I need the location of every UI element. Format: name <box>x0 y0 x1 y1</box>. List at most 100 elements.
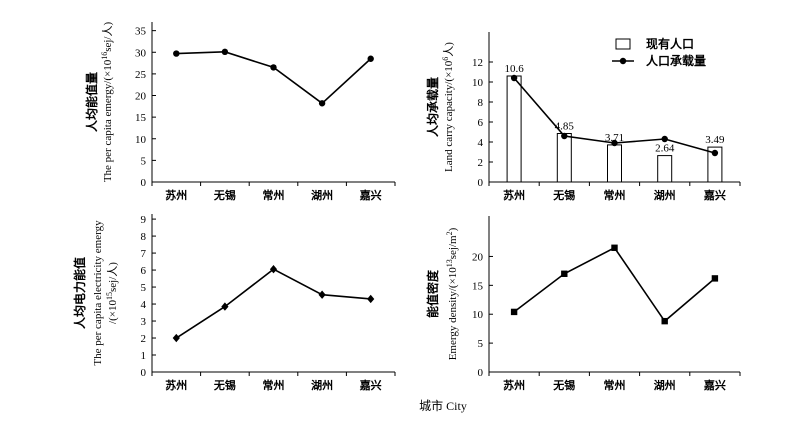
y-tick-label: 2 <box>141 333 147 345</box>
x-tick-label: 无锡 <box>552 188 575 202</box>
y-tick-label: 9 <box>141 214 147 226</box>
y-axis-label-cn: 能值密度 <box>425 269 440 318</box>
y-tick-label: 15 <box>472 280 484 292</box>
bar <box>556 133 572 183</box>
x-tick-label: 湖州 <box>311 378 333 392</box>
x-tick-label: 苏州 <box>503 378 525 392</box>
y-tick-label: 4 <box>478 137 484 149</box>
data-point <box>173 50 180 57</box>
legend-marker <box>619 57 627 65</box>
y-axis-label-en: Emergy density/(×1013sej/m2) <box>445 227 460 360</box>
x-tick-label: 苏州 <box>503 188 525 202</box>
x-axis-title: 城市 City <box>419 398 467 413</box>
data-point <box>269 265 278 274</box>
y-tick-label: 4 <box>141 299 147 311</box>
legend-swatch-bar <box>615 38 631 50</box>
y-axis-label-en-text: /(×1015sej/人) <box>105 262 120 324</box>
y-tick-label: 2 <box>478 157 484 169</box>
y-axis-label-cn: 人均能值量 <box>84 72 99 132</box>
y-axis-label: 人均能值量 <box>84 72 99 132</box>
data-point <box>661 317 668 325</box>
data-point <box>318 290 326 299</box>
data-point <box>367 55 374 62</box>
data-label: 3.71 <box>605 132 624 144</box>
y-tick-label: 20 <box>472 251 484 263</box>
x-tick-label: 嘉兴 <box>359 188 382 202</box>
x-tick-label: 无锡 <box>552 378 575 392</box>
y-axis-label-en-text: The per capita electricity emergy <box>92 220 104 366</box>
legend-label: 人口承载量 <box>646 53 706 68</box>
legend-label: 现有人口 <box>646 36 694 51</box>
y-tick-label: 8 <box>478 97 484 109</box>
data-label: 4.85 <box>555 121 575 133</box>
y-tick-label: 20 <box>135 91 147 103</box>
data-point <box>221 48 229 56</box>
y-axis-label: 人均电力能值 <box>72 257 87 329</box>
y-tick-label: 10 <box>472 77 484 89</box>
y-tick-label: 35 <box>135 26 147 38</box>
x-tick-label: 常州 <box>604 378 626 392</box>
series-line <box>175 268 371 339</box>
x-tick-label: 湖州 <box>654 188 676 202</box>
y-axis-label-en: /(×1015sej/人) <box>105 262 120 324</box>
y-axis-label-en: Land carry capacity/(×106人) <box>441 42 456 172</box>
y-axis-label: 人均承载量 <box>425 77 440 137</box>
data-point <box>510 74 518 82</box>
y-tick-label: 7 <box>141 248 147 260</box>
y-tick-label: 25 <box>135 69 147 81</box>
y-tick-label: 30 <box>135 47 147 59</box>
data-point <box>510 308 518 316</box>
panel-4: 0 5 10 15 20 苏州 无锡 常州 湖州 嘉兴 能值密度 Emergy density/(×1… <box>425 216 741 392</box>
bar <box>607 144 622 183</box>
data-point <box>172 333 180 343</box>
x-tick-label: 湖州 <box>311 188 333 202</box>
x-tick-label: 无锡 <box>213 188 236 202</box>
y-axis-label-en-text: The per capita emergy/(×1016sej/人) <box>100 22 115 183</box>
y-tick-label: 6 <box>141 265 147 277</box>
x-tick-label: 常州 <box>263 188 285 202</box>
data-point <box>661 135 668 143</box>
y-axis-label-en-text: Land carry capacity/(×106人) <box>441 42 456 172</box>
data-point <box>711 149 719 157</box>
x-tick-label: 苏州 <box>165 188 187 202</box>
data-point <box>561 270 568 277</box>
y-tick-label: 6 <box>478 117 484 129</box>
data-point <box>561 132 568 140</box>
y-tick-label: 0 <box>478 177 484 189</box>
y-tick-label: 5 <box>141 282 147 294</box>
panel-2: 0 2 4 6 8 10 12 苏州 无锡 常州 湖州 嘉兴 人均承载量 Land carry capac… <box>425 32 741 202</box>
y-tick-label: 1 <box>141 350 147 362</box>
data-point <box>318 100 326 107</box>
y-axis-label-cn: 人均承载量 <box>425 77 440 137</box>
y-axis-label-en: The per capita electricity emergy <box>92 220 104 366</box>
x-tick-label: 嘉兴 <box>703 378 726 392</box>
y-tick-label: 8 <box>141 231 147 243</box>
bar <box>707 146 723 183</box>
data-label: 2.64 <box>655 143 675 155</box>
x-tick-label: 苏州 <box>165 378 187 392</box>
y-tick-label: 3 <box>141 316 147 328</box>
data-point <box>367 294 375 304</box>
y-tick-label: 0 <box>141 367 147 379</box>
panel-3: 0 1 2 3 4 5 6 7 8 9 苏州 无锡 常州 湖州 嘉兴 人均电力能值 The per capita… <box>72 214 396 392</box>
x-tick-label: 常州 <box>263 378 285 392</box>
x-tick-label: 常州 <box>604 188 626 202</box>
series-line <box>513 246 716 323</box>
x-tick-label: 嘉兴 <box>359 378 382 392</box>
data-label: 3.49 <box>705 134 725 146</box>
data-point <box>711 275 719 282</box>
series-line <box>176 51 372 105</box>
data-point <box>611 244 618 251</box>
y-tick-label: 10 <box>135 134 147 146</box>
bar <box>657 155 673 183</box>
y-tick-label: 5 <box>478 338 484 350</box>
data-label: 10.6 <box>504 63 524 75</box>
x-tick-label: 嘉兴 <box>703 188 726 202</box>
panel-1: 0 5 10 15 20 25 30 35 苏州 无锡 常州 湖州 嘉兴 人均能值量 The per cap… <box>84 22 396 202</box>
y-tick-label: 15 <box>135 112 147 124</box>
x-tick-label: 湖州 <box>654 378 676 392</box>
y-axis-label: 能值密度 <box>425 269 440 318</box>
y-tick-label: 5 <box>141 155 147 167</box>
